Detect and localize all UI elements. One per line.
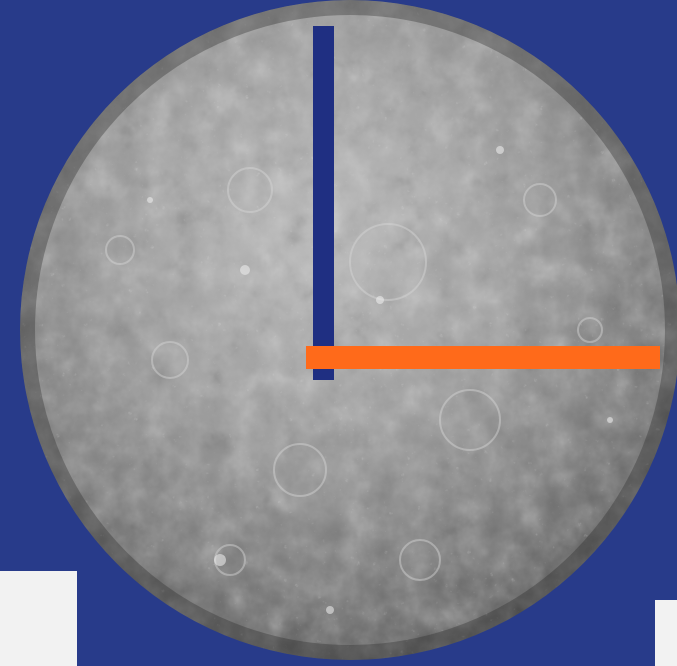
horizontal-bar [306,346,660,369]
bright-spots [147,146,613,614]
bottom-right-panel [655,600,677,666]
vertical-bar [313,26,334,380]
bottom-left-panel [0,571,77,666]
